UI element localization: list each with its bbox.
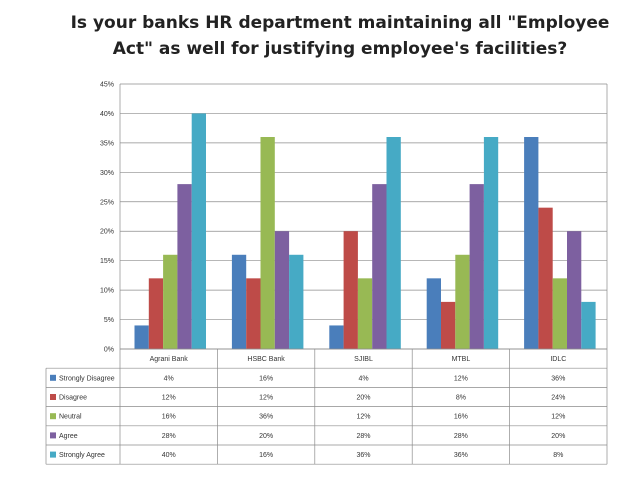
data-table-value: 12% (454, 375, 468, 382)
data-table-value: 40% (162, 452, 176, 459)
data-table-value: 12% (356, 414, 370, 421)
legend-key (50, 432, 56, 439)
data-table-value: 36% (259, 414, 273, 421)
bar-agree (372, 184, 387, 349)
bar-disagree (148, 278, 164, 349)
bar-strongly-agree (289, 254, 304, 349)
bar-strongly-disagree (134, 325, 149, 349)
bar-strongly-agree (483, 137, 499, 349)
bar-disagree (246, 278, 261, 349)
data-table-value: 28% (356, 433, 370, 440)
data-table-value: 12% (259, 395, 273, 402)
legend-label: Neutral (59, 414, 82, 421)
data-table-value: 4% (358, 375, 368, 382)
bar-strongly-disagree (231, 254, 247, 349)
y-tick-label: 5% (104, 317, 114, 324)
x-category-label: Agrani Bank (150, 356, 189, 363)
chart-title: Is your banks HR department maintaining … (60, 10, 620, 62)
data-table-value: 36% (454, 452, 468, 459)
bar-neutral (163, 254, 178, 349)
bar-strongly-agree (386, 137, 401, 349)
bar-strongly-disagree (524, 137, 539, 349)
legend-key (50, 451, 56, 458)
data-table-value: 8% (553, 452, 563, 459)
legend-label: Strongly Agree (59, 452, 105, 459)
bar-strongly-agree (581, 301, 596, 349)
bar-strongly-disagree (329, 325, 344, 349)
legend-label: Disagree (59, 395, 87, 402)
legend-key (50, 413, 56, 420)
bar-neutral (455, 254, 470, 349)
data-table-value: 16% (259, 452, 273, 459)
data-table-value: 12% (551, 414, 565, 421)
y-tick-label: 0% (104, 347, 114, 354)
data-table-value: 20% (356, 395, 370, 402)
data-table-value: 36% (551, 375, 565, 382)
x-category-label: HSBC Bank (247, 356, 285, 363)
y-tick-label: 20% (100, 229, 114, 236)
chart-title-line-2: Act" as well for justifying employee's f… (112, 39, 568, 59)
y-tick-label: 25% (100, 199, 114, 206)
y-tick-label: 35% (100, 140, 114, 147)
bar-neutral (552, 278, 567, 349)
bar-agree (469, 184, 484, 349)
bar-disagree (441, 301, 456, 349)
data-table-value: 16% (259, 375, 273, 382)
y-tick-label: 45% (100, 82, 114, 89)
bar-strongly-disagree (426, 278, 441, 349)
x-category-label: MTBL (452, 356, 471, 363)
bar-neutral (357, 278, 373, 349)
legend-key (50, 394, 56, 400)
bar-neutral (260, 137, 275, 349)
x-category-label: SJIBL (354, 356, 373, 363)
x-category-label: IDLC (550, 356, 566, 363)
data-table-value: 8% (456, 395, 466, 402)
legend-key (50, 374, 56, 381)
data-table-value: 28% (454, 433, 468, 440)
legend-label: Agree (59, 433, 78, 440)
y-tick-label: 10% (100, 288, 114, 295)
chart-title-line-1: Is your banks HR department maintaining … (70, 13, 610, 33)
data-table-value: 24% (551, 395, 565, 402)
bar-agree (274, 231, 290, 349)
data-table-value: 20% (551, 433, 565, 440)
y-tick-label: 30% (100, 170, 114, 177)
y-tick-label: 15% (100, 258, 114, 265)
data-table-value: 20% (259, 433, 273, 440)
legend-label: Strongly Disagree (59, 375, 115, 382)
bar-agree (567, 231, 582, 349)
bar-disagree (343, 231, 358, 349)
y-tick-label: 40% (100, 111, 114, 118)
bar-disagree (538, 207, 553, 349)
data-table-value: 16% (454, 414, 468, 421)
bar-agree (177, 184, 192, 349)
data-table-value: 28% (162, 433, 176, 440)
data-table-value: 36% (356, 452, 370, 459)
data-table-value: 4% (164, 375, 174, 382)
bar-strongly-agree (191, 113, 206, 349)
data-table-value: 12% (162, 395, 176, 402)
data-table-value: 16% (162, 414, 176, 421)
